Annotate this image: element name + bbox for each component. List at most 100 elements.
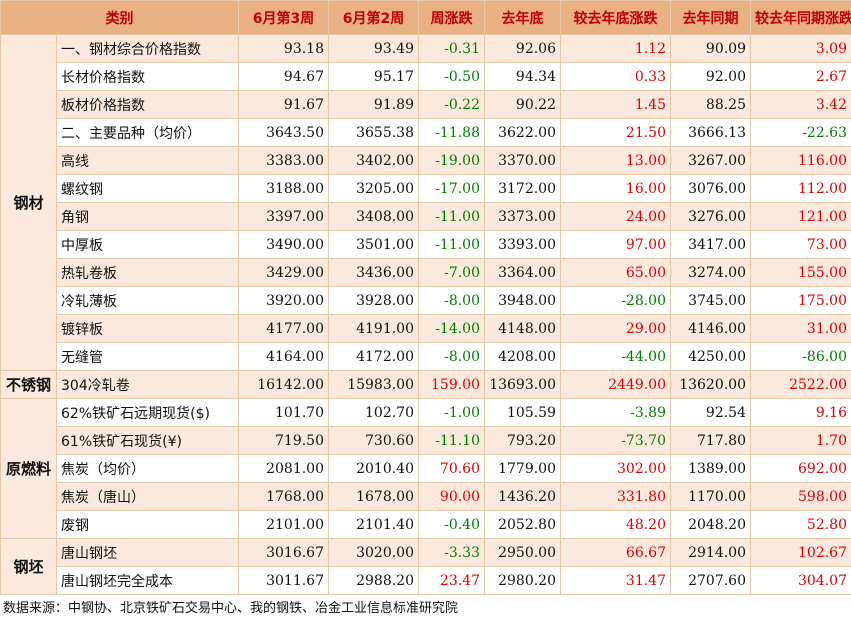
year-end-value: 3172.00	[484, 174, 561, 203]
week3-value: 3920.00	[238, 286, 329, 315]
weekly-change: -0.31	[418, 34, 485, 63]
header-week3: 6月第3周	[238, 0, 329, 35]
week3-value: 94.67	[238, 62, 329, 91]
vs-last-year: 598.00	[750, 482, 851, 511]
last-year-value: 3274.00	[670, 258, 751, 287]
week2-value: 3436.00	[328, 258, 419, 287]
week2-value: 3020.00	[328, 538, 419, 567]
vs-year-end: -73.70	[560, 426, 671, 455]
week2-value: 3408.00	[328, 202, 419, 231]
header-row: 类别 6月第3周 6月第2周 周涨跌 去年底 较去年底涨跌 去年同期 较去年同期…	[0, 0, 851, 35]
year-end-value: 3373.00	[484, 202, 561, 231]
week3-value: 3490.00	[238, 230, 329, 259]
weekly-change: -8.00	[418, 342, 485, 371]
table-row: 镀锌板 4177.00 4191.00 -14.00 4148.00 29.00 4146.…	[1, 314, 851, 343]
week3-value: 4164.00	[238, 342, 329, 371]
week2-value: 102.70	[328, 398, 419, 427]
vs-year-end: -28.00	[560, 286, 671, 315]
week3-value: 1768.00	[238, 482, 329, 511]
week2-value: 1678.00	[328, 482, 419, 511]
row-label: 一、钢材综合价格指数	[56, 34, 239, 63]
row-label: 废钢	[56, 510, 239, 539]
last-year-value: 92.00	[670, 62, 751, 91]
vs-last-year: 175.00	[750, 286, 851, 315]
vs-year-end: 65.00	[560, 258, 671, 287]
week2-value: 3655.38	[328, 118, 419, 147]
last-year-value: 88.25	[670, 90, 751, 119]
week2-value: 730.60	[328, 426, 419, 455]
week3-value: 3643.50	[238, 118, 329, 147]
week3-value: 16142.00	[238, 370, 329, 399]
week3-value: 3011.67	[238, 566, 329, 595]
group-label-steel: 钢材	[0, 34, 57, 371]
weekly-change: -0.50	[418, 62, 485, 91]
group-label-billet: 钢坯	[0, 538, 57, 595]
year-end-value: 2052.80	[484, 510, 561, 539]
week2-value: 4191.00	[328, 314, 419, 343]
vs-year-end: 29.00	[560, 314, 671, 343]
group-label-stainless: 不锈钢	[0, 370, 57, 399]
year-end-value: 2950.00	[484, 538, 561, 567]
weekly-change: -19.00	[418, 146, 485, 175]
row-label: 61%铁矿石现货(¥)	[56, 426, 239, 455]
last-year-value: 2914.00	[670, 538, 751, 567]
row-label: 板材价格指数	[56, 90, 239, 119]
last-year-value: 92.54	[670, 398, 751, 427]
year-end-value: 92.06	[484, 34, 561, 63]
weekly-change: 70.60	[418, 454, 485, 483]
vs-year-end: 24.00	[560, 202, 671, 231]
header-vs-year-end: 较去年底涨跌	[560, 0, 671, 35]
table-row: 61%铁矿石现货(¥) 719.50 730.60 -11.10 793.20 -73.7…	[1, 426, 851, 455]
row-label: 唐山钢坯完全成本	[56, 566, 239, 595]
weekly-change: -11.00	[418, 230, 485, 259]
header-last-year: 去年同期	[670, 0, 751, 35]
row-label: 无缝管	[56, 342, 239, 371]
vs-last-year: 2.67	[750, 62, 851, 91]
week3-value: 3429.00	[238, 258, 329, 287]
header-category: 类别	[0, 0, 239, 35]
week2-value: 3928.00	[328, 286, 419, 315]
week2-value: 2101.40	[328, 510, 419, 539]
table-row: 不锈钢 304冷轧卷 16142.00 15983.00 159.00 13693.00 2…	[0, 370, 851, 399]
weekly-change: -11.10	[418, 426, 485, 455]
row-label: 镀锌板	[56, 314, 239, 343]
vs-year-end: -3.89	[560, 398, 671, 427]
table-row: 无缝管 4164.00 4172.00 -8.00 4208.00 -44.00 4250.…	[1, 342, 851, 371]
vs-last-year: 116.00	[750, 146, 851, 175]
vs-last-year: 3.09	[750, 34, 851, 63]
last-year-value: 3276.00	[670, 202, 751, 231]
vs-last-year: 31.00	[750, 314, 851, 343]
vs-year-end: 31.47	[560, 566, 671, 595]
header-vs-last-year: 较去年同期涨跌	[750, 0, 851, 35]
week2-value: 93.49	[328, 34, 419, 63]
week3-value: 93.18	[238, 34, 329, 63]
table-row: 长材价格指数 94.67 95.17 -0.50 94.34 0.33 92.00 2.67	[1, 62, 851, 91]
table-row: 焦炭（唐山） 1768.00 1678.00 90.00 1436.20 331.80 11…	[1, 482, 851, 511]
year-end-value: 793.20	[484, 426, 561, 455]
week3-value: 3397.00	[238, 202, 329, 231]
vs-year-end: 1.12	[560, 34, 671, 63]
table-row: 焦炭（均价） 2081.00 2010.40 70.60 1779.00 302.00 13…	[1, 454, 851, 483]
last-year-value: 3076.00	[670, 174, 751, 203]
last-year-value: 4146.00	[670, 314, 751, 343]
week2-value: 95.17	[328, 62, 419, 91]
source-note: 数据来源：中钢协、北京铁矿石交易中心、我的钢铁、冶金工业信息标准研究院	[3, 601, 459, 616]
vs-last-year: 73.00	[750, 230, 851, 259]
weekly-change: -1.00	[418, 398, 485, 427]
vs-year-end: 48.20	[560, 510, 671, 539]
table-row: 高线 3383.00 3402.00 -19.00 3370.00 13.00 3267.0…	[1, 146, 851, 175]
weekly-change: -17.00	[418, 174, 485, 203]
last-year-value: 717.80	[670, 426, 751, 455]
last-year-value: 2707.60	[670, 566, 751, 595]
vs-last-year: -86.00	[750, 342, 851, 371]
vs-last-year: 2522.00	[750, 370, 851, 399]
week3-value: 3383.00	[238, 146, 329, 175]
vs-last-year: 9.16	[750, 398, 851, 427]
vs-last-year: 112.00	[750, 174, 851, 203]
vs-year-end: 66.67	[560, 538, 671, 567]
vs-year-end: 302.00	[560, 454, 671, 483]
year-end-value: 3364.00	[484, 258, 561, 287]
row-label: 冷轧薄板	[56, 286, 239, 315]
table-row: 钢材 一、钢材综合价格指数 93.18 93.49 -0.31 92.06 1.12 90.0…	[0, 34, 851, 371]
week3-value: 101.70	[238, 398, 329, 427]
